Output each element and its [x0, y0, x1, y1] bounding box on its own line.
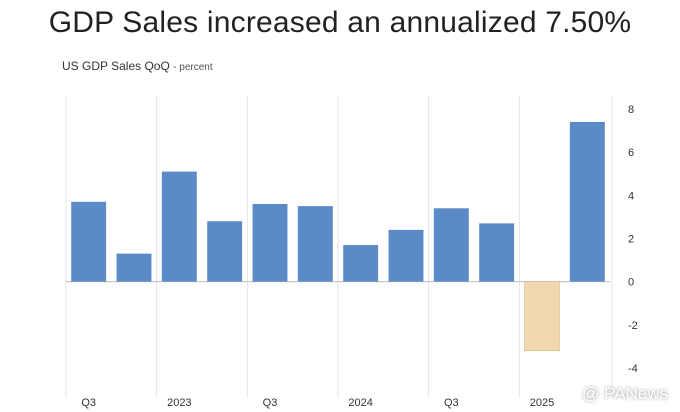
bar [524, 281, 560, 352]
x-tick-label: 2024 [348, 397, 372, 409]
subtitle-unit: - percent [173, 62, 213, 73]
y-tick-label: 2 [628, 234, 634, 246]
y-tick-label: 8 [628, 104, 634, 116]
bar [433, 208, 469, 282]
bar [71, 201, 107, 282]
watermark: @ PANews [560, 384, 668, 404]
x-tick-label: Q3 [263, 397, 278, 409]
x-tick-label: 2025 [530, 397, 554, 409]
y-tick-label: 6 [628, 147, 634, 159]
bar [388, 229, 424, 282]
bar [297, 206, 333, 282]
x-tick-label: Q3 [444, 397, 459, 409]
y-tick-label: 4 [628, 190, 634, 202]
chart-subtitle: US GDP Sales QoQ - percent [62, 59, 213, 73]
subtitle-text: US GDP Sales QoQ [62, 59, 170, 73]
y-tick-label: -4 [628, 363, 638, 375]
bar [116, 253, 152, 282]
y-tick-label: -2 [628, 320, 638, 332]
bar [252, 203, 288, 282]
x-tick-label: Q3 [81, 397, 96, 409]
bar [161, 171, 197, 282]
x-tick-label: 2023 [167, 397, 191, 409]
bar [343, 244, 379, 282]
bar [479, 223, 515, 282]
binance-diamond-icon [560, 386, 577, 402]
y-tick-label: 0 [628, 277, 634, 289]
bar [569, 121, 605, 282]
watermark-text: @ PANews [582, 384, 668, 403]
bar [207, 221, 243, 282]
chart-title: GDP Sales increased an annualized 7.50% [48, 6, 632, 39]
